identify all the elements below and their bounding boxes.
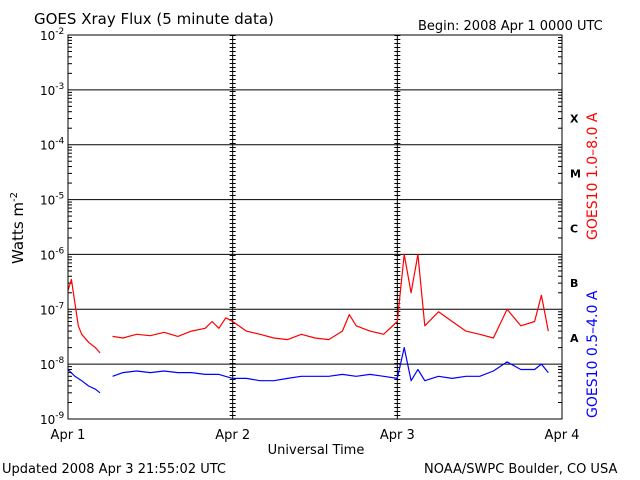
credit-text: NOAA/SWPC Boulder, CO USA (424, 462, 617, 477)
y-tick-label: 10-5 (40, 192, 64, 208)
flare-class-label: X (570, 113, 579, 126)
x-tick-label: Apr 2 (215, 428, 250, 443)
updated-timestamp: Updated 2008 Apr 3 21:55:02 UTC (2, 462, 226, 477)
y-tick-label: 10-8 (40, 356, 65, 372)
y-tick-label: 10-7 (40, 301, 64, 317)
y-tick-label: 10-4 (40, 137, 65, 153)
x-tick-label: Apr 1 (51, 428, 86, 443)
day-divider-lines (229, 35, 401, 419)
y-axis-tick-labels: 10-2 10-3 10-4 10-5 10-6 10-7 10-8 10-9 (40, 27, 65, 427)
y-axis-label-exponent: -2 (9, 192, 20, 202)
y-axis-label: Watts m-2 (9, 192, 27, 264)
plot-frame (67, 34, 563, 420)
y-tick-label: 10-6 (40, 246, 65, 262)
gridlines (68, 89, 562, 365)
flare-class-label: M (570, 167, 581, 180)
chart-title: GOES Xray Flux (5 minute data) (34, 10, 274, 28)
series-line-1 (67, 253, 549, 354)
legend-series-1: GOES10 1.0–8.0 A (585, 112, 601, 240)
x-tick-label: Apr 4 (545, 428, 580, 443)
flare-class-label: A (570, 332, 579, 345)
y-axis-label-base: Watts m (9, 202, 27, 264)
flare-class-label: C (570, 222, 578, 235)
y-tick-label: 10-2 (40, 27, 64, 43)
series-lines (67, 253, 549, 394)
x-tick-label: Apr 3 (380, 428, 415, 443)
y-axis-ticks (68, 37, 562, 403)
x-axis-tick-labels: Apr 1 Apr 2 Apr 3 Apr 4 (51, 428, 580, 443)
begin-label: Begin: 2008 Apr 1 0000 UTC (418, 19, 603, 34)
flare-class-label: B (570, 277, 578, 290)
series-line-2 (67, 347, 549, 394)
y-tick-label: 10-3 (40, 82, 64, 98)
flare-class-labels: X M C B A (570, 113, 581, 345)
y-tick-label: 10-9 (40, 411, 65, 427)
x-axis-label: Universal Time (268, 443, 365, 458)
legend-series-2: GOES10 0.5–4.0 A (585, 290, 601, 418)
